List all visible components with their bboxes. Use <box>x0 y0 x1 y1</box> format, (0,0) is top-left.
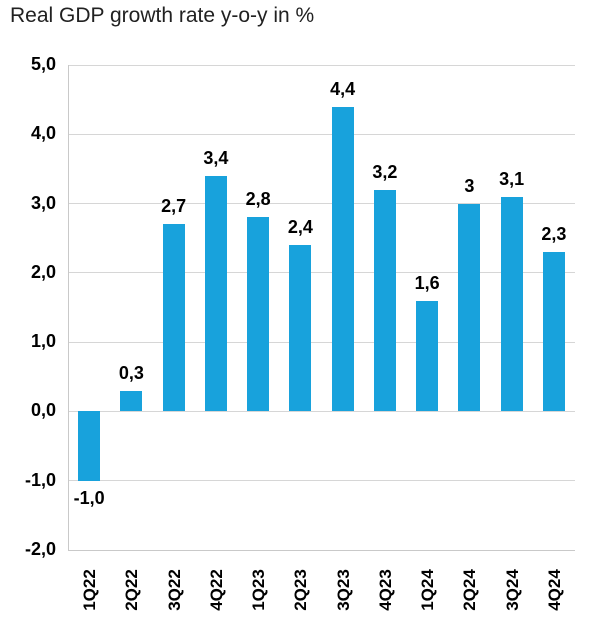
bar-3q23 <box>331 106 354 412</box>
bar-value-label: 1,6 <box>414 272 440 293</box>
y-axis-tick-label: 3,0 <box>30 192 56 213</box>
bar-value-label: 2,4 <box>287 217 313 238</box>
x-axis-tick-label: 2Q23 <box>291 569 311 611</box>
y-axis-tick-label: 4,0 <box>30 123 56 144</box>
bar-2q22 <box>120 390 143 412</box>
gridline <box>68 341 575 343</box>
bar-2q23 <box>289 245 312 412</box>
bar-3q22 <box>162 224 185 412</box>
x-axis-tick-label: 4Q23 <box>375 569 395 611</box>
bar-2q24 <box>458 203 481 412</box>
bar-value-label: -1,0 <box>73 487 105 508</box>
x-axis-tick-label: 3Q23 <box>333 569 353 611</box>
x-axis-tick-label: 4Q24 <box>544 569 564 611</box>
x-axis-tick-label: 1Q24 <box>418 569 438 611</box>
bar-value-label: 2,7 <box>161 196 187 217</box>
bar-value-label: 4,4 <box>330 78 356 99</box>
x-axis-tick-label: 2Q24 <box>460 569 480 611</box>
y-axis-tick-label: 2,0 <box>30 261 56 282</box>
y-axis-tick-label: 5,0 <box>30 54 56 74</box>
bar-value-label: 3 <box>464 175 475 196</box>
x-axis-tick-label: 3Q22 <box>164 569 184 611</box>
bar-4q24 <box>542 252 565 412</box>
x-axis-tick-label: 1Q23 <box>249 569 269 611</box>
bar-3q24 <box>500 196 523 412</box>
gridline <box>68 480 575 482</box>
chart-title: Real GDP growth rate y-o-y in % <box>10 4 315 27</box>
gridline <box>68 203 575 205</box>
y-axis-tick-label: -2,0 <box>24 539 56 559</box>
gridline <box>68 64 575 66</box>
bar-value-label: 0,3 <box>118 362 144 383</box>
bar-1q24 <box>416 300 439 412</box>
bar-value-label: 2,8 <box>245 189 271 210</box>
y-axis-tick-label: 1,0 <box>30 331 56 352</box>
bar-4q22 <box>204 175 227 412</box>
bar-1q22 <box>78 411 101 481</box>
x-axis-tick-label: 2Q22 <box>122 569 142 611</box>
bar-value-label: 2,3 <box>541 224 567 245</box>
bar-value-label: 3,2 <box>372 161 398 182</box>
y-axis-tick-label: 0,0 <box>30 400 56 421</box>
gridline <box>68 133 575 135</box>
x-axis-tick-label: 1Q22 <box>80 569 100 611</box>
x-axis-tick-label: 4Q22 <box>206 569 226 611</box>
bar-1q23 <box>247 217 270 412</box>
bar-value-label: 3,4 <box>203 147 229 168</box>
y-axis-tick-label: -1,0 <box>24 469 56 490</box>
bar-4q23 <box>373 189 396 412</box>
gridline <box>68 272 575 274</box>
x-axis-tick-label: 3Q24 <box>502 569 522 611</box>
plot-border-left <box>68 65 69 550</box>
bar-value-label: 3,1 <box>499 168 525 189</box>
gridline <box>68 410 575 412</box>
plot-border-bottom <box>68 549 575 551</box>
